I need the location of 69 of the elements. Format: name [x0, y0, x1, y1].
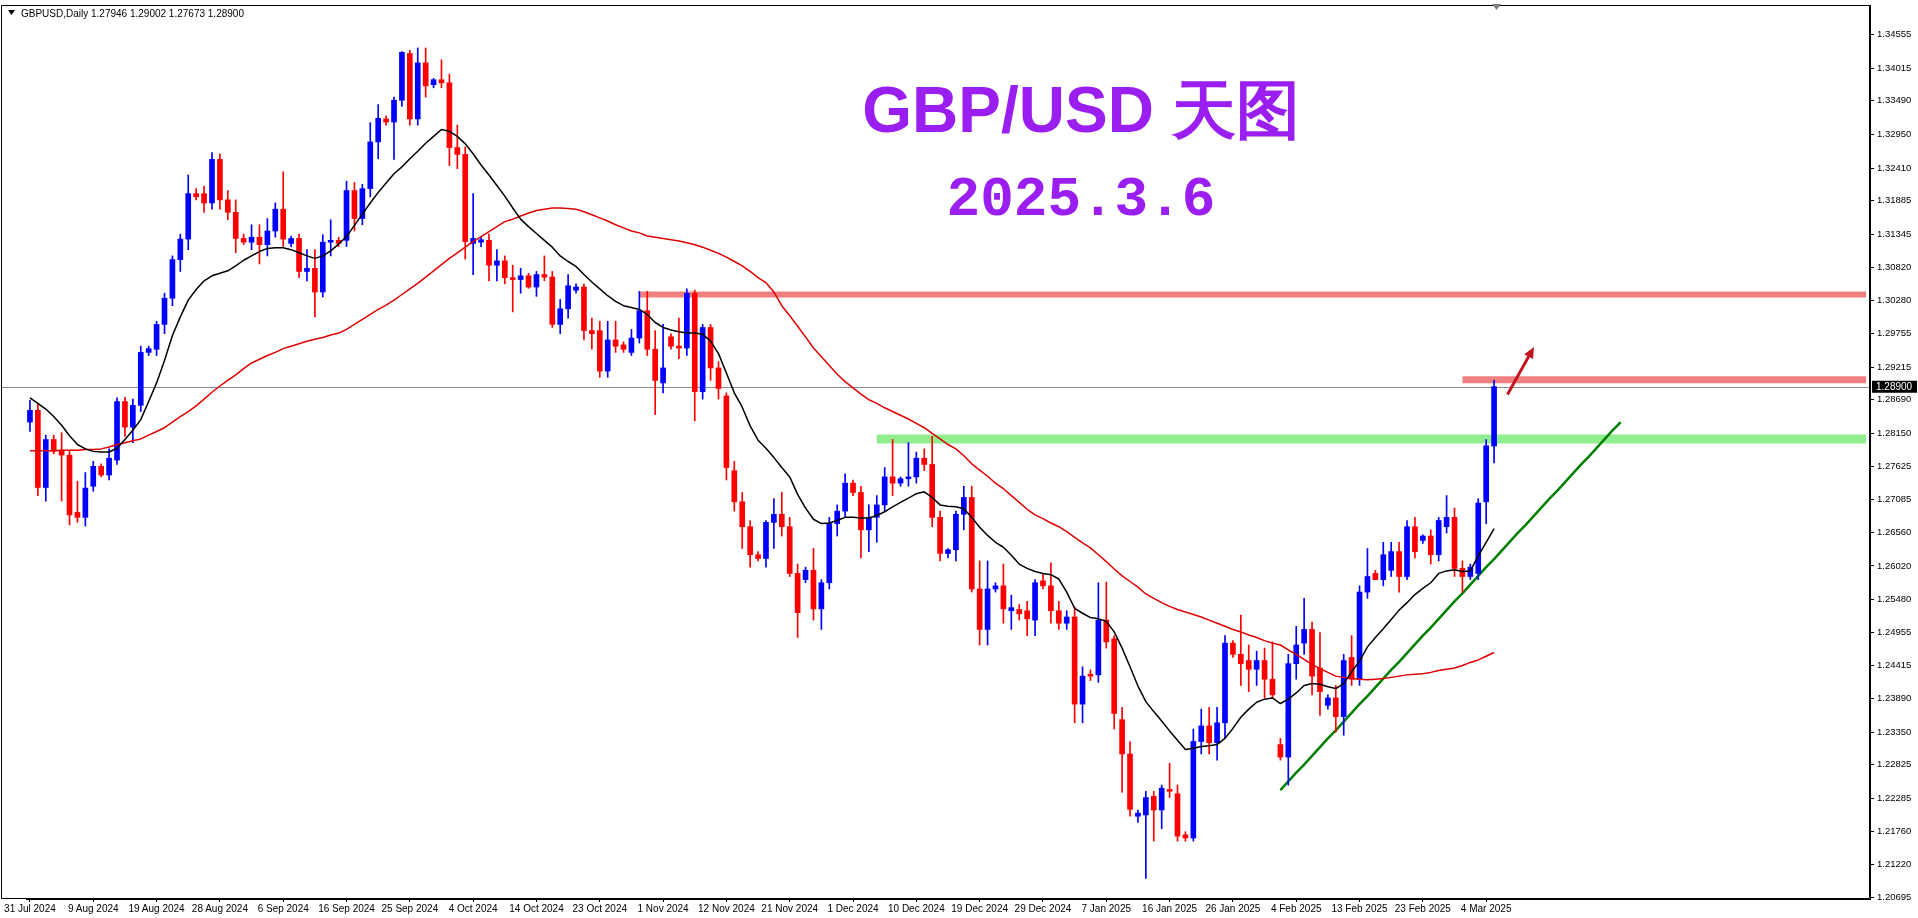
- x-tick-label: 25 Sep 2024: [381, 902, 439, 914]
- candlestick: [1008, 594, 1015, 630]
- x-tick-label: 13 Feb 2025: [1331, 902, 1389, 914]
- x-tick-label: 6 Sep 2024: [257, 902, 310, 914]
- text: GBP/USD 天图: [862, 74, 1300, 146]
- text: 2025.3.6: [946, 168, 1216, 232]
- x-tick-label: 16 Sep 2024: [318, 902, 376, 914]
- x-tick-label: 9 Aug 2024: [67, 902, 120, 914]
- y-tick-label: 1.32950: [1877, 128, 1912, 140]
- y-tick-label: 1.20695: [1877, 891, 1912, 903]
- y-tick-label: 1.31345: [1877, 228, 1912, 240]
- candlestick: [1024, 601, 1030, 636]
- candlestick: [1245, 644, 1252, 693]
- candlestick: [454, 124, 461, 170]
- candlestick: [509, 264, 516, 313]
- candlestick: [304, 249, 310, 282]
- x-tick-label: 10 Dec 2024: [887, 902, 946, 914]
- x-tick-label: 21 Nov 2024: [761, 902, 819, 914]
- candlestick: [327, 219, 334, 257]
- y-tick-label: 1.23350: [1877, 725, 1912, 737]
- x-tick-label: 4 Feb 2025: [1270, 902, 1322, 914]
- y-tick-label: 1.25480: [1877, 593, 1912, 605]
- y-tick-label: 1.34015: [1877, 61, 1912, 73]
- y-tick-label: 1.30820: [1877, 260, 1912, 272]
- annotation: GBPUSD,Daily 1.27946 1.29002 1.27673 1.28900: [21, 8, 245, 19]
- x-tick-label: 29 Dec 2024: [1014, 902, 1072, 914]
- candlestick: [1237, 614, 1244, 686]
- candlestick: [589, 317, 595, 350]
- x-tick-label: 28 Aug 2024: [191, 902, 249, 914]
- candlestick: [1143, 790, 1149, 879]
- y-tick-label: 1.29215: [1877, 360, 1912, 372]
- x-tick-label: 19 Dec 2024: [951, 902, 1009, 914]
- candlestick: [1301, 597, 1307, 655]
- x-tick-label: 4 Mar 2025: [1460, 902, 1512, 914]
- y-tick-label: 1.21220: [1877, 858, 1912, 870]
- x-tick-label: 1 Dec 2024: [827, 902, 880, 914]
- y-tick-label: 1.29755: [1877, 327, 1912, 339]
- y-tick-label: 1.24415: [1877, 659, 1912, 671]
- x-tick-label: 7 Jan 2025: [1081, 902, 1132, 914]
- ref-line-label: 1.28900: [1876, 380, 1913, 392]
- y-tick-label: 1.26020: [1877, 559, 1912, 571]
- x-tick-label: 19 Aug 2024: [128, 902, 186, 914]
- y-tick-label: 1.32410: [1877, 161, 1912, 173]
- y-tick-label: 1.27625: [1877, 459, 1912, 471]
- y-tick-label: 1.28690: [1877, 393, 1912, 405]
- y-tick-label: 1.23890: [1877, 692, 1912, 704]
- y-tick-label: 1.21760: [1877, 824, 1912, 836]
- x-tick-label: 23 Oct 2024: [572, 902, 628, 914]
- candlestick: [494, 249, 500, 282]
- y-tick-label: 1.28150: [1877, 426, 1912, 438]
- y-tick-label: 1.26560: [1877, 525, 1912, 537]
- candlestick: [660, 324, 666, 394]
- y-tick-label: 1.22285: [1877, 792, 1912, 804]
- y-tick-label: 1.34555: [1877, 28, 1912, 40]
- y-tick-label: 1.33490: [1877, 94, 1912, 106]
- candlestick: [771, 498, 777, 549]
- y-tick-label: 1.31885: [1877, 194, 1912, 206]
- y-tick-label: 1.27085: [1877, 493, 1912, 505]
- y-tick-label: 1.30280: [1877, 294, 1912, 306]
- x-tick-label: 23 Feb 2025: [1394, 902, 1452, 914]
- y-tick-label: 1.22825: [1877, 758, 1912, 770]
- x-tick-label: 14 Oct 2024: [509, 902, 565, 914]
- y-tick-label: 1.24955: [1877, 625, 1912, 637]
- x-tick-label: 12 Nov 2024: [698, 902, 756, 914]
- x-tick-label: 4 Oct 2024: [448, 902, 499, 914]
- x-tick-label: 26 Jan 2025: [1205, 902, 1261, 914]
- x-tick-label: 31 Jul 2024: [4, 902, 57, 914]
- x-tick-label: 16 Jan 2025: [1142, 902, 1198, 914]
- x-tick-label: 1 Nov 2024: [637, 902, 690, 914]
